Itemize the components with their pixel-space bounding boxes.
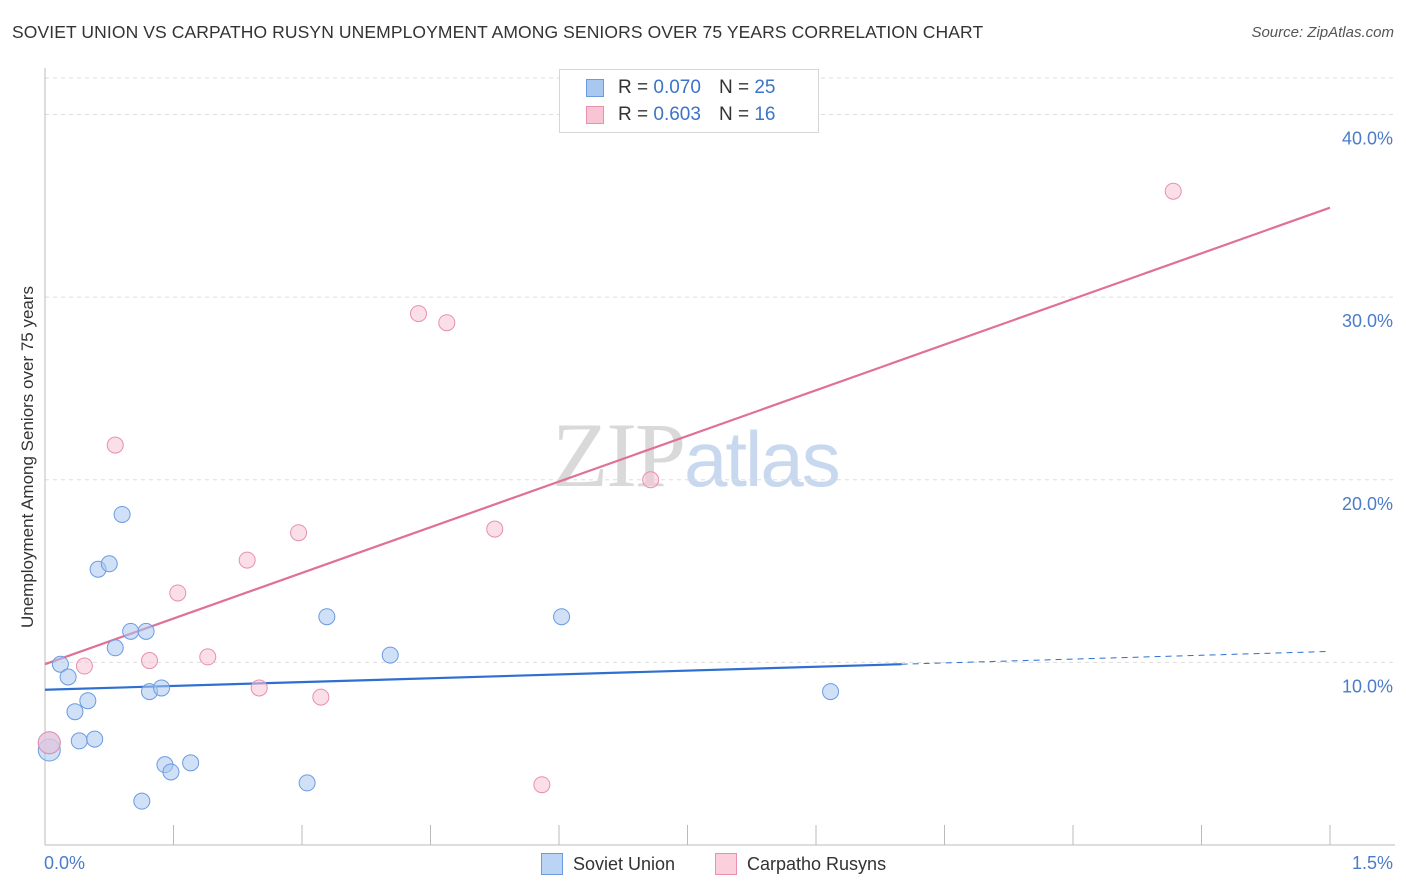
legend-swatch-carpatho-rusyns bbox=[586, 106, 604, 124]
y-tick-label: 30.0% bbox=[1342, 311, 1393, 331]
point-carpatho-rusyns bbox=[438, 314, 456, 332]
point-soviet-union bbox=[822, 683, 840, 701]
point-soviet-union bbox=[298, 774, 316, 792]
grid-lines bbox=[45, 77, 1395, 663]
trend-line-carpatho-rusyns bbox=[44, 206, 1331, 666]
point-soviet-union bbox=[553, 608, 571, 626]
point-soviet-union bbox=[133, 792, 151, 810]
point-soviet-union bbox=[162, 763, 180, 781]
legend-item-carpatho-rusyns: Carpatho Rusyns bbox=[715, 852, 886, 876]
trend-line-soviet-union bbox=[44, 663, 902, 691]
legend-n-label: N = bbox=[718, 104, 750, 125]
legend-swatch-soviet-union bbox=[586, 79, 604, 97]
point-soviet-union bbox=[100, 555, 118, 573]
x-tick-label: 1.5% bbox=[1352, 853, 1393, 873]
y-tick-label: 40.0% bbox=[1342, 129, 1393, 149]
point-soviet-union bbox=[137, 622, 155, 640]
point-carpatho-rusyns bbox=[486, 520, 504, 538]
point-carpatho-rusyns bbox=[169, 584, 187, 602]
trend-lines bbox=[44, 206, 1331, 691]
point-soviet-union bbox=[381, 646, 399, 664]
legend-label-carpatho-rusyns: Carpatho Rusyns bbox=[747, 853, 887, 874]
legend-swatch-soviet-union bbox=[541, 853, 563, 875]
y-tick-label: 10.0% bbox=[1342, 676, 1393, 696]
legend-n-value: 16 bbox=[754, 104, 776, 125]
x-tick-label: 0.0% bbox=[44, 853, 85, 873]
point-soviet-union bbox=[153, 679, 171, 697]
correlation-legend: R = 0.070 N = 25 R = 0.603 N = 16 bbox=[559, 69, 819, 133]
point-soviet-union bbox=[113, 505, 131, 523]
data-points bbox=[37, 182, 1182, 810]
legend-n-value: 25 bbox=[754, 77, 776, 98]
chart-title: SOVIET UNION VS CARPATHO RUSYN UNEMPLOYM… bbox=[12, 22, 984, 42]
point-carpatho-rusyns bbox=[238, 551, 256, 569]
point-soviet-union bbox=[318, 608, 336, 626]
point-carpatho-rusyns bbox=[75, 657, 93, 675]
point-soviet-union bbox=[122, 622, 140, 640]
legend-r-label: R = bbox=[618, 104, 649, 125]
legend-row-soviet-union: R = 0.070 N = 25 bbox=[586, 76, 775, 100]
point-soviet-union bbox=[182, 754, 200, 772]
point-carpatho-rusyns bbox=[250, 679, 268, 697]
y-tick-label: 20.0% bbox=[1342, 494, 1393, 514]
watermark-zip: ZIP bbox=[552, 404, 686, 506]
point-soviet-union bbox=[59, 668, 77, 686]
point-soviet-union bbox=[106, 639, 124, 657]
legend-n-label: N = bbox=[718, 77, 750, 98]
legend-r-value: 0.070 bbox=[653, 77, 701, 98]
point-carpatho-rusyns bbox=[642, 471, 660, 489]
point-carpatho-rusyns bbox=[199, 648, 217, 666]
point-soviet-union bbox=[70, 732, 88, 750]
legend-item-soviet-union: Soviet Union bbox=[541, 852, 675, 876]
tick-labels: 10.0% 20.0% 30.0% 40.0% 0.0% 1.5% Unemployment… bbox=[18, 129, 1393, 873]
legend-r-label: R = bbox=[618, 77, 649, 98]
watermark: ZIPatlas bbox=[552, 402, 841, 508]
y-axis-title: Unemployment Among Seniors over 75 years bbox=[18, 286, 37, 628]
point-carpatho-rusyns bbox=[106, 436, 124, 454]
point-carpatho-rusyns bbox=[290, 524, 308, 542]
trend-line-extension bbox=[901, 650, 1331, 665]
point-carpatho-rusyns bbox=[141, 652, 159, 670]
point-carpatho-rusyns bbox=[37, 731, 61, 755]
point-soviet-union bbox=[86, 730, 104, 748]
point-soviet-union bbox=[66, 703, 84, 721]
point-carpatho-rusyns bbox=[312, 688, 330, 706]
legend-r-value: 0.603 bbox=[653, 104, 701, 125]
legend-label-soviet-union: Soviet Union bbox=[573, 853, 676, 874]
source-credit: Source: ZipAtlas.com bbox=[1251, 24, 1394, 41]
point-soviet-union bbox=[79, 692, 97, 710]
point-carpatho-rusyns bbox=[533, 776, 551, 794]
legend-swatch-carpatho-rusyns bbox=[715, 853, 737, 875]
point-soviet-union bbox=[51, 655, 69, 673]
point-carpatho-rusyns bbox=[1164, 182, 1182, 200]
legend-row-carpatho-rusyns: R = 0.603 N = 16 bbox=[586, 103, 775, 127]
axes bbox=[44, 68, 1395, 846]
point-carpatho-rusyns bbox=[410, 305, 428, 323]
watermark-atlas: atlas bbox=[684, 415, 841, 503]
